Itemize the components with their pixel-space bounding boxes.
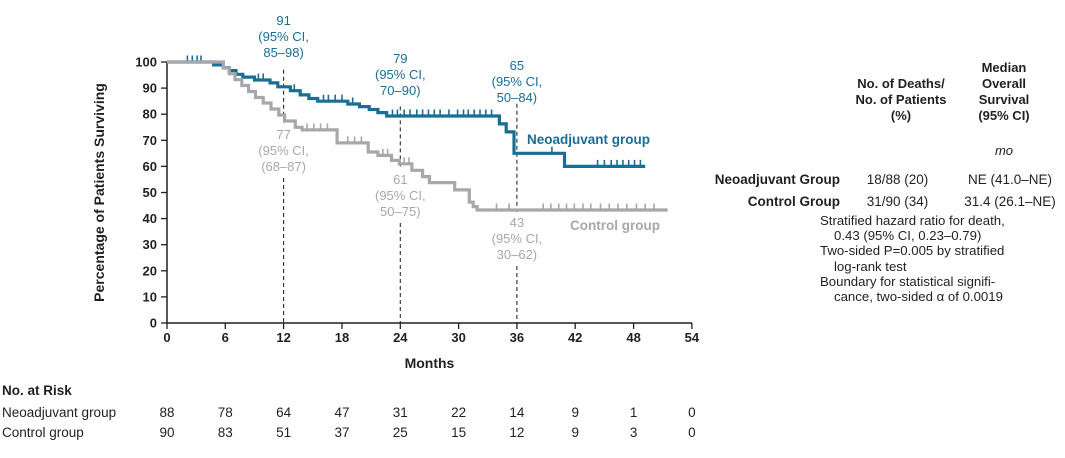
risk-count: 14	[509, 405, 525, 420]
axes	[166, 62, 692, 324]
stats-notes: Stratified hazard ratio for death, 0.43 …	[820, 213, 1065, 304]
survival-annotation-24mo-neoadjuvant: 79(95% CI,70–90)	[375, 51, 426, 98]
y-tick-label: 60	[143, 159, 157, 174]
median-survival-column-header: Median Overall Survival (95% CI)	[978, 60, 1030, 123]
no-at-risk-title: No. at Risk	[2, 383, 72, 398]
significance-boundary-note: Boundary for statistical signifi- cance,…	[820, 273, 1003, 305]
series-label-neoadjuvant: Neoadjuvant group	[527, 132, 650, 147]
y-tick-label: 70	[143, 133, 157, 148]
y-tick-label: 100	[135, 55, 157, 70]
curve-control	[167, 60, 668, 212]
annotation-line: 91	[276, 13, 290, 28]
survival-annotation-24mo-control: 61(95% CI,50–75)	[375, 172, 426, 219]
summary-row-control: Control Group 31/90 (34) 31.4 (26.1–NE)	[690, 190, 1065, 212]
summary-deaths-value: 18/88 (20)	[866, 171, 929, 187]
risk-count: 9	[571, 425, 579, 440]
x-tick-label: 18	[335, 330, 349, 345]
summary-row-label: Control Group	[747, 193, 840, 209]
risk-count: 78	[218, 405, 233, 420]
annotation-line: (95% CI,	[375, 67, 426, 82]
annotation-line: (95% CI,	[492, 231, 543, 246]
annotation-line: 43	[510, 215, 524, 230]
annotation-line: (95% CI,	[258, 143, 309, 158]
annotation-line: 50–75)	[380, 204, 420, 219]
survival-annotation-12mo-neoadjuvant: 91(95% CI,85–98)	[258, 13, 309, 60]
risk-count: 22	[451, 405, 466, 420]
y-tick-label: 0	[150, 316, 157, 331]
risk-count: 90	[159, 425, 174, 440]
risk-count: 15	[451, 425, 466, 440]
y-tick-label: 40	[143, 211, 157, 226]
annotation-line: (68–87)	[261, 159, 306, 174]
x-tick-label: 24	[393, 330, 408, 345]
risk-count: 0	[688, 405, 696, 420]
annotation-line: (95% CI,	[375, 188, 426, 203]
y-tick-label: 10	[143, 289, 157, 304]
annotation-line: 79	[393, 51, 407, 66]
annotation-line: 30–62)	[497, 247, 537, 262]
summary-median-value: NE (41.0–NE)	[967, 171, 1053, 187]
summary-median-value: 31.4 (26.1–NE)	[964, 193, 1056, 209]
risk-count: 0	[688, 425, 696, 440]
summary-row-neoadjuvant: Neoadjuvant Group 18/88 (20) NE (41.0–NE…	[690, 168, 1065, 190]
annotation-line: 61	[393, 172, 407, 187]
risk-count: 12	[509, 425, 524, 440]
x-tick-label: 42	[568, 330, 582, 345]
curve-neoadjuvant	[167, 60, 646, 168]
summary-table: Neoadjuvant Group 18/88 (20) NE (41.0–NE…	[690, 168, 1065, 212]
risk-count: 25	[393, 425, 408, 440]
survival-annotation-36mo-control: 43(95% CI,30–62)	[492, 215, 543, 262]
risk-count: 83	[218, 425, 233, 440]
x-axis-title: Months	[405, 355, 455, 371]
x-tick-label: 12	[276, 330, 290, 345]
risk-count: 3	[630, 425, 638, 440]
risk-row-label-control: Control group	[2, 425, 84, 440]
series-label-control: Control group	[570, 218, 660, 233]
annotation-line: 77	[276, 127, 290, 142]
x-tick-label: 6	[222, 330, 229, 345]
survival-annotation-36mo-neoadjuvant: 65(95% CI,50–84)	[492, 58, 543, 105]
summary-deaths-value: 31/90 (34)	[866, 193, 929, 209]
risk-count: 1	[630, 405, 638, 420]
annotation-line: 70–90)	[380, 83, 420, 98]
p-value-note: Two-sided P=0.005 by stratified log-rank…	[820, 243, 1005, 274]
y-tick-label: 30	[143, 237, 157, 252]
deaths-column-header: No. of Deaths/ No. of Patients (%)	[855, 76, 947, 123]
y-axis-title: Percentage of Patients Surviving	[91, 83, 107, 302]
risk-row-label-neoadjuvant: Neoadjuvant group	[2, 405, 117, 420]
annotation-line: (95% CI,	[258, 29, 309, 44]
risk-count: 51	[276, 425, 291, 440]
x-tick-label: 54	[685, 330, 700, 345]
y-tick-label: 80	[143, 107, 157, 122]
annotation-line: 65	[510, 58, 524, 73]
y-tick-label: 90	[143, 81, 157, 96]
months-unit-label: mo	[994, 143, 1014, 158]
x-tick-label: 30	[451, 330, 465, 345]
risk-count: 9	[571, 405, 579, 420]
summary-row-label: Neoadjuvant Group	[714, 171, 840, 187]
annotation-line: 50–84)	[497, 90, 537, 105]
annotation-line: 85–98)	[263, 45, 303, 60]
risk-count: 31	[393, 405, 408, 420]
risk-count: 47	[334, 405, 349, 420]
annotation-line: (95% CI,	[492, 74, 543, 89]
hazard-ratio-note: Stratified hazard ratio for death, 0.43 …	[820, 213, 1005, 244]
x-tick-label: 36	[510, 330, 524, 345]
risk-count: 37	[334, 425, 349, 440]
risk-count: 64	[276, 405, 292, 420]
y-tick-label: 50	[143, 185, 157, 200]
survival-annotation-12mo-control: 77(95% CI,(68–87)	[258, 127, 309, 174]
x-tick-label: 0	[163, 330, 170, 345]
x-tick-label: 48	[626, 330, 640, 345]
risk-count: 88	[159, 405, 174, 420]
y-tick-label: 20	[143, 263, 157, 278]
